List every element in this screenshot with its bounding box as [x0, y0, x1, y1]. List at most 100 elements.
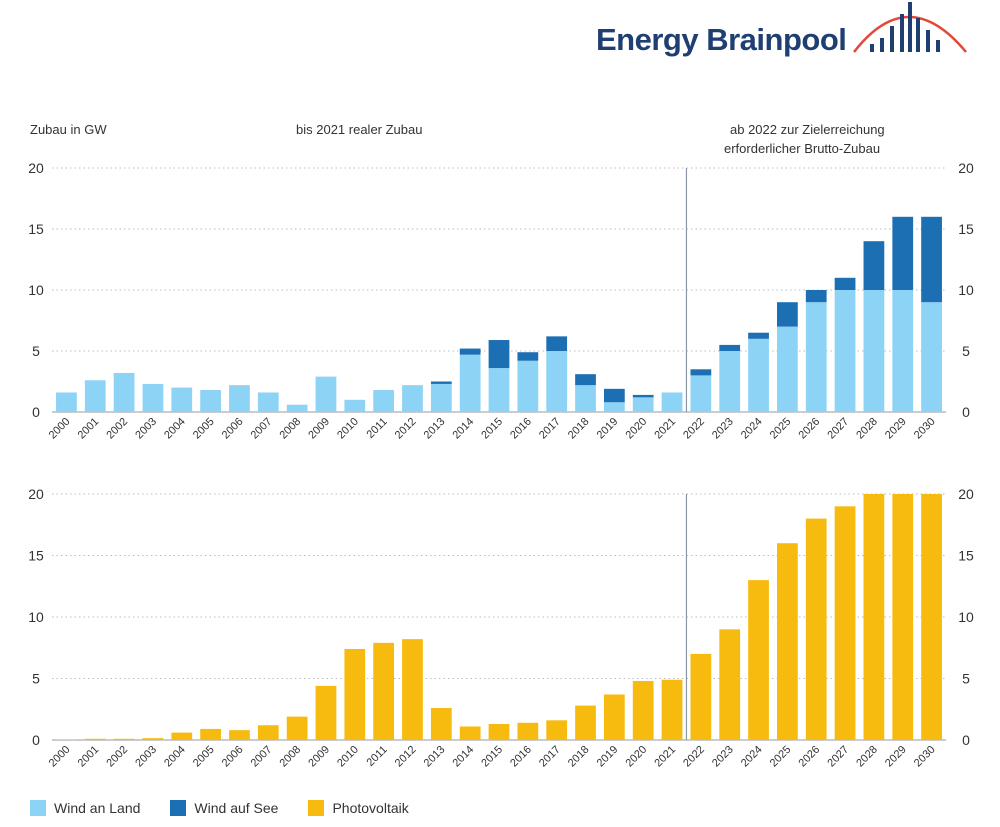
bar-photovoltaik [402, 639, 423, 740]
x-tick-label: 2009 [306, 744, 332, 770]
x-tick-label: 2006 [220, 416, 246, 442]
brand-name: Energy Brainpool [596, 22, 847, 57]
x-tick-label: 2006 [220, 744, 246, 770]
x-tick-label: 2026 [797, 416, 823, 442]
bar-photovoltaik [459, 726, 481, 740]
x-tick-label: 2005 [191, 744, 217, 770]
bar-wind-an-land [229, 385, 250, 412]
x-tick-label: 2020 [624, 744, 650, 770]
bar-photovoltaik [286, 716, 308, 740]
legend-swatch-wind-sea [170, 800, 187, 816]
x-tick-label: 2000 [47, 744, 73, 770]
x-tick-label: 2011 [365, 416, 390, 441]
y-tick-label-right: 10 [958, 609, 974, 625]
bar-wind-auf-see [488, 340, 510, 369]
bar-wind-auf-see [575, 374, 596, 386]
legend-swatch-wind-land [30, 800, 46, 816]
x-tick-label: 2003 [133, 744, 159, 770]
bar-photovoltaik [142, 738, 164, 740]
y-tick-label-right: 20 [958, 160, 974, 176]
x-tick-label: 2030 [912, 744, 938, 770]
bar-photovoltaik [517, 722, 539, 740]
bar-wind-auf-see [805, 290, 827, 303]
y-tick-label-right: 0 [962, 404, 970, 420]
x-tick-label: 2007 [249, 416, 275, 442]
bar-photovoltaik [805, 518, 827, 740]
x-tick-label: 2021 [652, 744, 678, 770]
legend-item-wind-land: Wind an Land [30, 800, 140, 816]
x-tick-label: 2024 [739, 744, 765, 770]
x-tick-label: 2020 [624, 416, 650, 442]
y-tick-label-left: 15 [28, 548, 44, 564]
left-period-note: bis 2021 realer Zubau [296, 122, 423, 137]
bar-wind-auf-see [892, 216, 914, 290]
bar-wind-an-land [200, 390, 221, 412]
bar-wind-an-land [315, 376, 337, 412]
bar-wind-auf-see [777, 302, 798, 327]
bar-wind-an-land [719, 351, 741, 412]
bar-wind-auf-see [748, 332, 769, 339]
bar-photovoltaik [229, 730, 250, 740]
bar-wind-an-land [171, 387, 193, 412]
bar-photovoltaik [748, 580, 769, 740]
bar-wind-an-land [777, 326, 798, 412]
legend-label-wind-sea: Wind auf See [194, 800, 279, 816]
x-tick-label: 2028 [854, 744, 880, 770]
bar-photovoltaik [575, 705, 596, 740]
legend-swatch-pv [308, 800, 325, 816]
x-tick-label: 2022 [681, 744, 707, 770]
bar-wind-auf-see [603, 388, 625, 403]
legend-item-wind-sea: Wind auf See [170, 800, 278, 816]
x-tick-label: 2005 [191, 416, 217, 442]
bar-wind-an-land [834, 290, 856, 412]
bar-wind-an-land [430, 383, 452, 412]
y-tick-label-left: 0 [32, 404, 40, 420]
x-tick-label: 2026 [797, 744, 823, 770]
bar-wind-an-land [661, 392, 683, 412]
x-tick-label: 2010 [335, 744, 361, 770]
bar-wind-an-land [863, 290, 885, 412]
bar-wind-an-land [488, 368, 510, 412]
y-tick-label-left: 10 [28, 609, 44, 625]
y-tick-label-right: 0 [962, 732, 970, 748]
bar-wind-an-land [748, 338, 769, 412]
bar-wind-auf-see [632, 394, 654, 398]
x-tick-label: 2015 [479, 744, 505, 770]
x-tick-label: 2028 [854, 416, 880, 442]
bar-wind-an-land [344, 399, 366, 412]
x-tick-label: 2025 [768, 744, 794, 770]
bar-wind-auf-see [546, 336, 568, 351]
y-tick-label-right: 10 [958, 282, 974, 298]
x-tick-label: 2018 [566, 744, 592, 770]
x-tick-label: 2014 [450, 416, 476, 442]
legend-item-pv: Photovoltaik [308, 800, 409, 816]
bar-wind-an-land [373, 390, 395, 412]
bar-wind-auf-see [921, 216, 942, 303]
x-tick-label: 2010 [335, 416, 361, 442]
bar-photovoltaik [257, 725, 279, 740]
y-tick-label-left: 15 [28, 221, 44, 237]
bar-photovoltaik [546, 720, 568, 740]
x-tick-label: 2009 [306, 416, 332, 442]
bar-wind-an-land [546, 351, 568, 412]
x-tick-label: 2029 [883, 744, 909, 770]
x-tick-label: 2030 [912, 416, 938, 442]
bar-photovoltaik [921, 494, 942, 740]
x-tick-label: 2004 [162, 416, 188, 442]
x-tick-label: 2002 [104, 744, 130, 770]
bar-wind-an-land [257, 392, 279, 412]
x-tick-label: 2023 [710, 744, 736, 770]
bar-wind-auf-see [719, 344, 741, 351]
bar-photovoltaik [430, 708, 452, 740]
bar-wind-an-land [603, 402, 625, 412]
bar-photovoltaik [892, 494, 914, 740]
bar-photovoltaik [84, 738, 106, 740]
x-tick-label: 2019 [595, 416, 621, 442]
x-tick-label: 2024 [739, 416, 765, 442]
x-tick-label: 2000 [47, 416, 73, 442]
y-tick-label-right: 5 [962, 671, 970, 687]
x-tick-label: 2018 [566, 416, 592, 442]
bar-wind-auf-see [430, 381, 452, 384]
bar-wind-an-land [921, 302, 942, 412]
